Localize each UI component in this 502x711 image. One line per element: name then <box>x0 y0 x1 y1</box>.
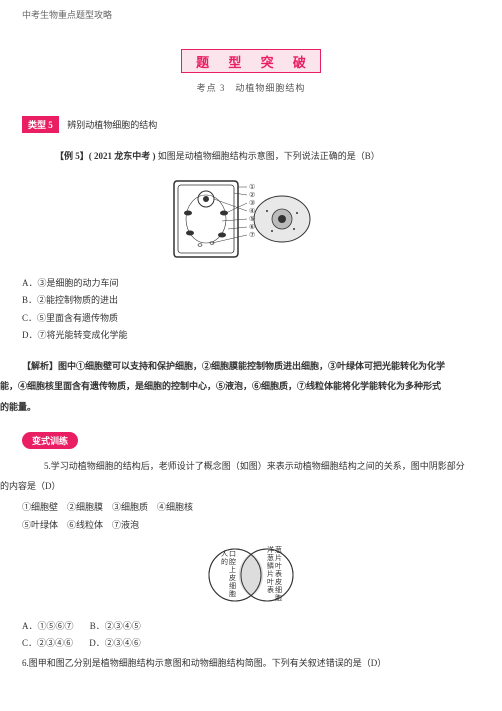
q5-terms-a: ①细胞壁 ②细胞膜 ③细胞质 ④细胞核 <box>22 498 502 516</box>
analysis-p1: 图中①细胞壁可以支持和保护细胞，②细胞膜能控制物质进出细胞，③叶绿体可把光能转化… <box>58 361 445 371</box>
svg-text:口: 口 <box>229 550 236 558</box>
svg-text:片: 片 <box>267 569 274 578</box>
option-b: B．②能控制物质的进出 <box>22 292 480 309</box>
diagram-label-1: ① <box>249 183 255 191</box>
svg-text:皮: 皮 <box>229 573 236 582</box>
svg-text:洋: 洋 <box>267 545 274 554</box>
svg-text:表: 表 <box>267 585 274 594</box>
diagram-label-5: ⑤ <box>249 215 255 223</box>
type-label-text: 辨别动植物细胞的结构 <box>67 120 157 130</box>
example-prefix: 【例 5】( 2021 龙东中考 ) <box>55 151 156 161</box>
analysis-block: 【解析】图中①细胞壁可以支持和保护细胞，②细胞膜能控制物质进出细胞，③叶绿体可把… <box>22 356 502 377</box>
svg-text:胞: 胞 <box>275 593 282 602</box>
q5-opt-d: D．②③④⑥ <box>89 635 141 652</box>
svg-text:上: 上 <box>229 565 236 574</box>
page-header: 中考生物重点题型攻略 <box>0 0 502 21</box>
diagram-label-3: ③ <box>249 199 255 207</box>
diagram-label-4: ④ <box>249 207 255 215</box>
type-label-badge: 类型 5 <box>22 116 59 133</box>
variant-label-badge: 变式训练 <box>22 432 78 449</box>
option-c: C．⑤里面含有遗传物质 <box>22 310 480 327</box>
option-d: D．⑦将光能转变成化学能 <box>22 327 480 344</box>
example-options: A．③是细胞的动力车间 B．②能控制物质的进出 C．⑤里面含有遗传物质 D．⑦将… <box>22 275 480 343</box>
svg-text:葱: 葱 <box>267 553 274 562</box>
diagram-label-6: ⑥ <box>249 223 255 231</box>
q5-options: A．①⑤⑥⑦ B．②③④⑤ C．②③④⑥ D．②③④⑥ <box>22 618 502 652</box>
svg-text:叶: 叶 <box>275 561 282 570</box>
diagram-label-2: ② <box>249 191 255 199</box>
svg-text:叶: 叶 <box>267 577 274 586</box>
analysis-p2: 能，④细胞核里面含有遗传物质，是细胞的控制中心，⑤液泡，⑥细胞质，⑦线粒体能将化… <box>0 376 502 397</box>
q5-opt-c: C．②③④⑥ <box>22 635 73 652</box>
svg-text:皮: 皮 <box>275 577 282 586</box>
q6-question: 6.图甲和图乙分别是植物细胞结构示意图和动物细胞结构简图。下列有关叙述错误的是（… <box>22 656 502 670</box>
svg-text:的: 的 <box>221 557 228 566</box>
example-body: 如图是动植物细胞结构示意图，下列说法正确的是（B） <box>158 151 380 161</box>
analysis-p3: 的能量。 <box>0 397 502 418</box>
svg-text:葱: 葱 <box>275 545 282 554</box>
svg-text:腔: 腔 <box>229 557 236 566</box>
q5-opt-b: B．②③④⑤ <box>90 618 141 635</box>
diagram-label-7: ⑦ <box>249 231 255 239</box>
svg-text:鳞: 鳞 <box>267 561 274 570</box>
analysis-prefix: 【解析】 <box>22 361 58 371</box>
q5-terms-b: ⑤叶绿体 ⑥线粒体 ⑦液泡 <box>22 516 502 534</box>
q5-line2: 的内容是（D） <box>0 479 502 493</box>
svg-text:人: 人 <box>221 550 228 558</box>
svg-text:片: 片 <box>275 553 282 562</box>
example-question: 【例 5】( 2021 龙东中考 ) 如图是动植物细胞结构示意图，下列说法正确的… <box>55 149 480 163</box>
svg-text:表: 表 <box>275 569 282 578</box>
svg-text:胞: 胞 <box>229 589 236 598</box>
svg-text:细: 细 <box>275 585 282 594</box>
option-a: A．③是细胞的动力车间 <box>22 275 480 292</box>
venn-diagram: 人 口 腔 的 上 皮 细 胞 洋 葱 葱 片 鳞 叶 片 表 叶 皮 表 细 … <box>181 538 321 612</box>
q5-opt-a: A．①⑤⑥⑦ <box>22 618 74 635</box>
cell-diagram: ① ② ③ ④ ⑤ ⑥ ⑦ <box>172 173 330 265</box>
q5-line1: 5.学习动植物细胞的结构后，老师设计了概念图（如图）来表示动植物细胞结构之间的关… <box>44 459 502 473</box>
svg-text:细: 细 <box>229 581 236 590</box>
title-banner: 题 型 突 破 <box>181 49 321 73</box>
subtitle: 考点 3 动植物细胞结构 <box>0 81 502 94</box>
